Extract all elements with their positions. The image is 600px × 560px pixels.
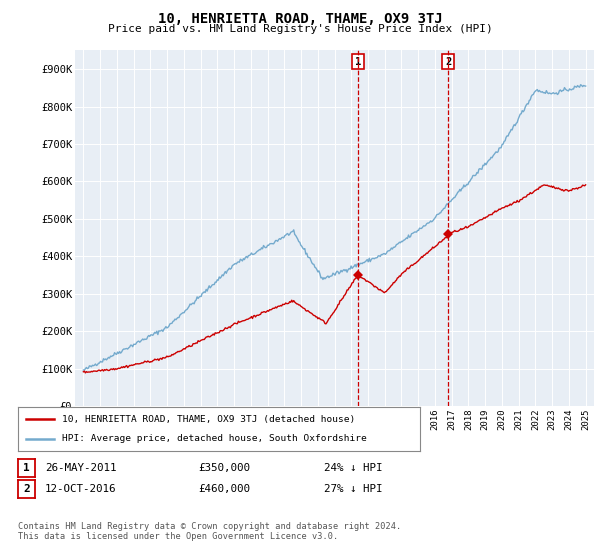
Text: 12-OCT-2016: 12-OCT-2016 — [45, 484, 116, 494]
Text: 1: 1 — [355, 57, 361, 67]
Text: £350,000: £350,000 — [198, 463, 250, 473]
Text: Price paid vs. HM Land Registry's House Price Index (HPI): Price paid vs. HM Land Registry's House … — [107, 24, 493, 34]
Text: 1: 1 — [23, 463, 30, 473]
Text: 24% ↓ HPI: 24% ↓ HPI — [324, 463, 383, 473]
Text: £460,000: £460,000 — [198, 484, 250, 494]
Text: 27% ↓ HPI: 27% ↓ HPI — [324, 484, 383, 494]
Text: Contains HM Land Registry data © Crown copyright and database right 2024.
This d: Contains HM Land Registry data © Crown c… — [18, 522, 401, 542]
Text: 26-MAY-2011: 26-MAY-2011 — [45, 463, 116, 473]
Text: 10, HENRIETTA ROAD, THAME, OX9 3TJ (detached house): 10, HENRIETTA ROAD, THAME, OX9 3TJ (deta… — [62, 415, 355, 424]
Text: 2: 2 — [23, 484, 30, 494]
Text: 10, HENRIETTA ROAD, THAME, OX9 3TJ: 10, HENRIETTA ROAD, THAME, OX9 3TJ — [158, 12, 442, 26]
Text: 2: 2 — [445, 57, 451, 67]
Text: HPI: Average price, detached house, South Oxfordshire: HPI: Average price, detached house, Sout… — [62, 434, 367, 443]
